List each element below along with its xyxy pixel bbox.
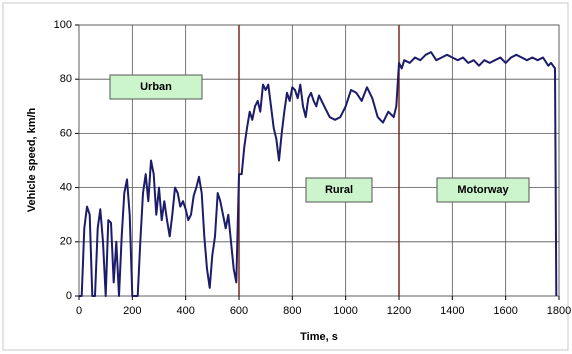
x-tick-label: 600 (230, 305, 248, 317)
annotation: Rural (325, 184, 353, 196)
x-tick-label: 800 (283, 305, 301, 317)
annotation-box (436, 177, 530, 203)
x-tick-label: 0 (76, 305, 82, 317)
y-tick-label: 60 (60, 127, 72, 139)
annotation: Urban (140, 81, 172, 93)
x-tick-label: 1400 (440, 305, 464, 317)
x-tick-label: 200 (123, 305, 141, 317)
x-tick-label: 1800 (547, 305, 571, 317)
annotation-box (305, 177, 373, 203)
y-axis-title: Vehicle speed, km/h (26, 107, 38, 212)
x-tick-label: 1600 (493, 305, 517, 317)
plot-area (78, 24, 560, 297)
speed-line (79, 51, 558, 297)
x-axis-title: Time, s (300, 331, 338, 343)
y-tick-label: 20 (60, 236, 72, 248)
y-tick-label: 40 (60, 182, 72, 194)
annotation-box (109, 74, 203, 100)
y-tick-label: 0 (66, 290, 72, 302)
y-tick-label: 100 (54, 19, 72, 31)
x-tick-label: 400 (176, 305, 194, 317)
y-tick-label: 80 (60, 73, 72, 85)
annotation: Motorway (457, 184, 509, 196)
x-tick-label: 1000 (333, 305, 357, 317)
x-tick-label: 1200 (387, 305, 411, 317)
